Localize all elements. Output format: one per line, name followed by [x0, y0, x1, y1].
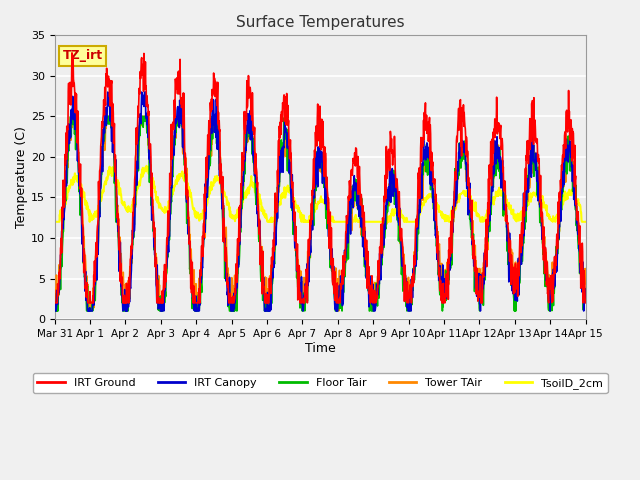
- IRT Canopy: [156, 303, 164, 309]
- Floor Tair: [520, 239, 527, 244]
- Floor Tair: [472, 286, 480, 291]
- IRT Canopy: [51, 308, 58, 314]
- IRT Ground: [472, 291, 480, 297]
- IRT Ground: [51, 288, 58, 293]
- Floor Tair: [157, 293, 164, 299]
- Floor Tair: [229, 308, 237, 314]
- Line: Tower TAir: Tower TAir: [54, 117, 586, 311]
- Tower TAir: [472, 270, 480, 276]
- IRT Ground: [157, 300, 164, 306]
- IRT Ground: [229, 293, 237, 299]
- Floor Tair: [170, 151, 177, 156]
- Floor Tair: [582, 286, 589, 292]
- Tower TAir: [68, 114, 76, 120]
- Line: TsoilD_2cm: TsoilD_2cm: [54, 166, 586, 222]
- Tower TAir: [157, 294, 164, 300]
- Y-axis label: Temperature (C): Temperature (C): [15, 126, 28, 228]
- Tower TAir: [520, 223, 527, 229]
- IRT Ground: [520, 230, 527, 236]
- IRT Canopy: [169, 150, 177, 156]
- Tower TAir: [52, 308, 60, 314]
- TsoilD_2cm: [582, 219, 589, 225]
- Line: Floor Tair: Floor Tair: [54, 117, 586, 311]
- Floor Tair: [51, 291, 58, 297]
- Floor Tair: [67, 114, 74, 120]
- IRT Canopy: [104, 89, 111, 95]
- TsoilD_2cm: [228, 215, 236, 221]
- TsoilD_2cm: [156, 201, 164, 207]
- TsoilD_2cm: [403, 215, 410, 221]
- IRT Canopy: [582, 295, 589, 301]
- Text: TZ_irt: TZ_irt: [63, 49, 102, 62]
- Tower TAir: [170, 144, 177, 150]
- IRT Ground: [403, 300, 411, 306]
- Line: IRT Ground: IRT Ground: [54, 53, 586, 303]
- IRT Ground: [170, 127, 177, 132]
- IRT Ground: [582, 300, 589, 306]
- IRT Canopy: [472, 266, 480, 272]
- Floor Tair: [52, 308, 60, 314]
- Tower TAir: [582, 280, 589, 286]
- TsoilD_2cm: [51, 219, 58, 225]
- Floor Tair: [403, 308, 411, 314]
- X-axis label: Time: Time: [305, 342, 335, 355]
- TsoilD_2cm: [519, 208, 527, 214]
- IRT Canopy: [228, 308, 236, 314]
- TsoilD_2cm: [472, 207, 480, 213]
- Title: Surface Temperatures: Surface Temperatures: [236, 15, 404, 30]
- Tower TAir: [51, 299, 58, 304]
- Tower TAir: [229, 283, 237, 289]
- IRT Canopy: [403, 291, 410, 297]
- IRT Canopy: [519, 239, 527, 244]
- TsoilD_2cm: [143, 163, 150, 168]
- TsoilD_2cm: [169, 189, 177, 194]
- Legend: IRT Ground, IRT Canopy, Floor Tair, Tower TAir, TsoilD_2cm: IRT Ground, IRT Canopy, Floor Tair, Towe…: [33, 373, 607, 393]
- Tower TAir: [403, 276, 411, 282]
- IRT Ground: [51, 300, 59, 306]
- Line: IRT Canopy: IRT Canopy: [54, 92, 586, 311]
- IRT Ground: [68, 50, 76, 56]
